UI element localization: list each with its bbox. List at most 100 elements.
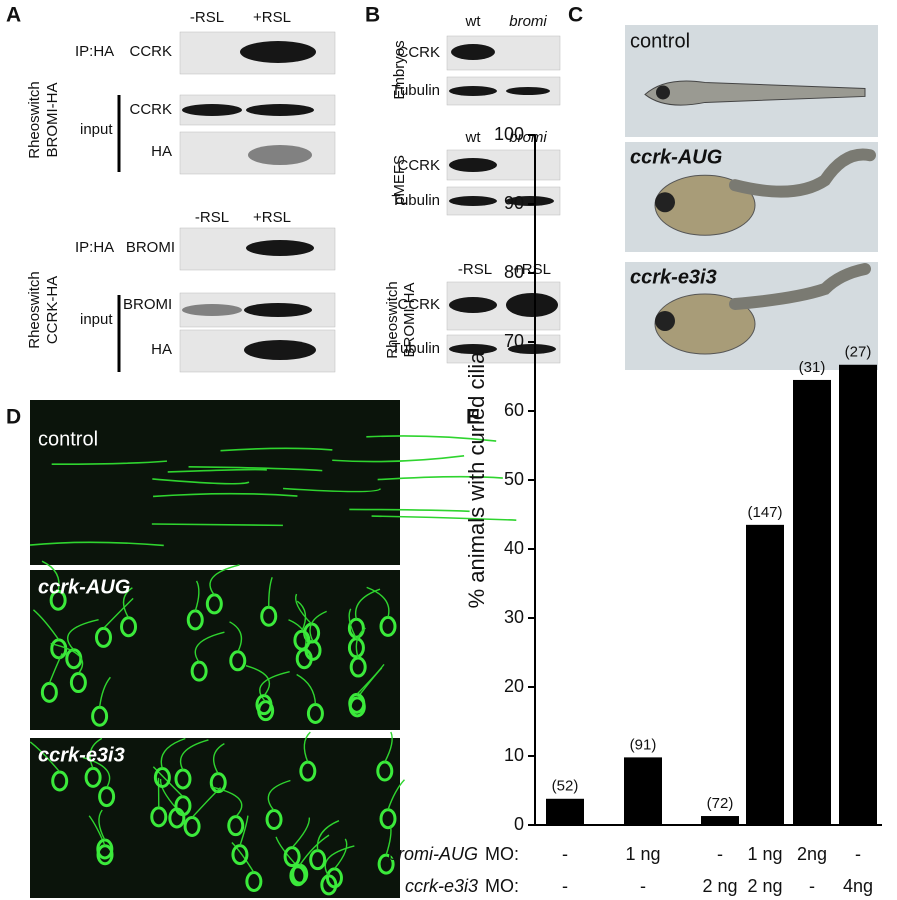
- cilium: [151, 523, 283, 527]
- cilium: [50, 642, 84, 674]
- band: [246, 240, 314, 256]
- row-value: 2 ng: [702, 876, 737, 896]
- band: [506, 87, 550, 95]
- panel-b-section: -RSL +RSL Rheoswitch BROMI-HA CCRK Tubul…: [384, 261, 561, 364]
- cilium: [48, 653, 63, 684]
- row-value: 2 ng: [747, 876, 782, 896]
- cilium: [324, 845, 355, 877]
- fish-eye: [655, 310, 675, 331]
- lane-label: wt: [465, 129, 482, 146]
- group-label: Rheoswitch: [26, 81, 43, 159]
- row-value: 1 ng: [747, 844, 782, 864]
- image-label: ccrk-e3i3: [38, 744, 125, 766]
- image-background: [30, 570, 400, 730]
- blot-label: Tubulin: [391, 340, 440, 357]
- panel-label: A: [6, 4, 21, 27]
- panel-label: B: [365, 4, 380, 27]
- cilium: [88, 815, 106, 847]
- cilium: [385, 824, 392, 856]
- cilium: [67, 619, 99, 651]
- panel-label: E: [466, 406, 480, 429]
- cilium: [122, 587, 133, 619]
- cilium: [210, 785, 243, 818]
- row-value: -: [717, 844, 723, 864]
- blot-label: HA: [151, 341, 172, 358]
- cilium: [366, 586, 390, 618]
- row-name: ccrk-e3i3: [405, 876, 478, 896]
- cilium: [152, 766, 184, 798]
- band: [449, 158, 497, 172]
- cilium: [212, 743, 225, 775]
- cilium: [191, 786, 222, 818]
- y-tick-label: 10: [504, 745, 524, 765]
- panel-b-section: wt bromi Embryos CCRK Tubulin: [391, 13, 561, 106]
- group-label: CCRK-HA: [44, 276, 61, 344]
- side-label: Rheoswitch: [384, 281, 401, 359]
- cilium: [348, 608, 358, 640]
- cilium: [194, 580, 200, 612]
- cilium: [220, 447, 333, 452]
- row-value: -: [640, 876, 646, 896]
- cilium: [188, 466, 323, 472]
- band: [449, 196, 497, 206]
- bar-annotation: (147): [747, 504, 782, 521]
- fish-eye: [655, 192, 675, 213]
- cilium: [356, 663, 385, 695]
- y-tick-label: 50: [504, 469, 524, 489]
- lane-label: -RSL: [195, 209, 229, 226]
- cilium: [245, 664, 270, 697]
- bar: [701, 816, 739, 825]
- band: [506, 293, 558, 317]
- lane-label: bromi: [509, 129, 547, 146]
- cilium: [333, 838, 348, 870]
- cilium: [296, 673, 317, 705]
- y-tick-label: 20: [504, 676, 524, 696]
- cilium: [316, 820, 340, 851]
- cilium: [41, 560, 60, 592]
- band: [248, 145, 312, 165]
- row-suffix: MO:: [485, 844, 519, 864]
- input-label: input: [80, 311, 113, 328]
- cilium: [309, 610, 327, 642]
- row-value: 1 ng: [625, 844, 660, 864]
- lane-label: bromi: [509, 13, 547, 30]
- cilium: [259, 670, 290, 703]
- cilium: [371, 515, 517, 521]
- image-background: [30, 400, 400, 565]
- image-background: [625, 25, 878, 137]
- panel-d-images: [29, 400, 517, 898]
- row-name: bromi-AUG: [388, 844, 478, 864]
- lane-label: -RSL: [458, 261, 492, 278]
- band: [449, 86, 497, 96]
- fish-tail: [729, 262, 871, 310]
- bar-annotation: (72): [707, 795, 734, 812]
- y-tick-label: 80: [504, 262, 524, 282]
- blot-label: CCRK: [129, 101, 172, 118]
- band: [246, 104, 314, 116]
- cilium: [159, 778, 178, 810]
- image-label: ccrk-AUG: [38, 576, 130, 598]
- cilium: [160, 737, 186, 769]
- cilium: [239, 815, 249, 846]
- band: [182, 104, 242, 116]
- blot-label: BROMI: [126, 239, 175, 256]
- cilium: [209, 564, 240, 596]
- band: [449, 344, 497, 354]
- cilium: [29, 541, 164, 547]
- cilium: [194, 631, 225, 663]
- cilium: [89, 737, 103, 769]
- cilium: [303, 731, 311, 763]
- fish-tail: [729, 148, 876, 198]
- row-value: -: [562, 844, 568, 864]
- cilium: [282, 487, 382, 493]
- lane-label: +RSL: [513, 261, 551, 278]
- cilium: [267, 779, 291, 811]
- cilium: [377, 475, 503, 481]
- fish-body: [644, 80, 866, 106]
- cilium: [295, 593, 313, 625]
- fish-eye: [656, 85, 670, 100]
- cilium: [268, 577, 273, 608]
- side-label: Embryos: [391, 40, 408, 99]
- fish-yolk: [654, 293, 756, 355]
